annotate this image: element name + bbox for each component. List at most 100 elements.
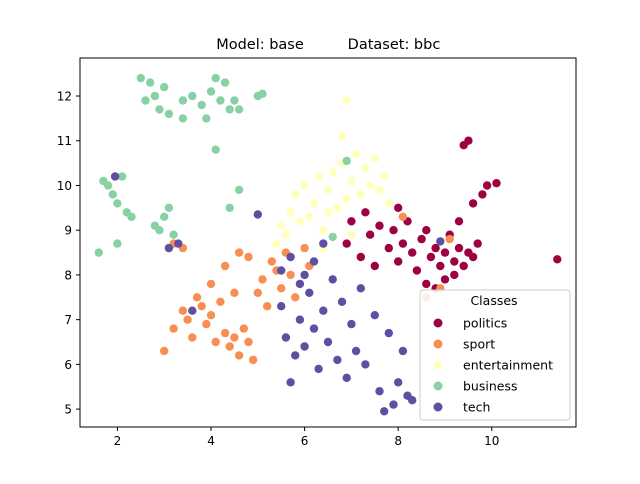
point-business-33 xyxy=(169,230,178,239)
point-sport-34 xyxy=(230,288,239,297)
point-business-13 xyxy=(216,96,225,105)
point-entertainment-25 xyxy=(337,132,347,141)
point-sport-16 xyxy=(248,355,258,365)
point-politics-11 xyxy=(422,226,431,235)
point-tech-32 xyxy=(319,239,328,248)
point-tech-24 xyxy=(398,346,408,356)
point-tech-27 xyxy=(380,407,389,416)
point-sport-10 xyxy=(220,328,230,338)
point-business-24 xyxy=(108,190,118,199)
x-tick-label-2: 2 xyxy=(114,434,122,448)
point-politics-6 xyxy=(398,239,408,248)
point-entertainment-12 xyxy=(342,194,351,204)
point-business-21 xyxy=(211,145,220,154)
legend-marker-tech xyxy=(433,402,443,412)
y-tick-label-9: 9 xyxy=(64,224,72,238)
point-politics-5 xyxy=(394,257,403,266)
point-business-2 xyxy=(150,91,160,101)
point-tech-23 xyxy=(394,378,403,387)
point-entertainment-2 xyxy=(291,190,300,199)
point-sport-15 xyxy=(244,337,253,347)
legend-title: Classes xyxy=(470,293,517,308)
point-politics-3 xyxy=(384,243,393,253)
point-sport-9 xyxy=(216,297,225,306)
point-entertainment-0 xyxy=(277,221,286,230)
point-politics-26 xyxy=(492,179,501,188)
point-entertainment-4 xyxy=(305,212,314,221)
legend-label-entertainment: entertainment xyxy=(463,358,553,373)
point-politics-33 xyxy=(422,279,431,289)
y-tick-label-8: 8 xyxy=(64,268,72,282)
point-entertainment-9 xyxy=(328,167,337,177)
ticks-layer: 2 4 6 8 10 5 6 7 8 9 10 11 12 xyxy=(57,90,500,448)
point-entertainment-8 xyxy=(323,185,333,195)
point-business-37 xyxy=(225,203,234,212)
point-politics-2 xyxy=(375,221,384,230)
legend-label-tech: tech xyxy=(463,400,490,415)
x-tick-label-10: 10 xyxy=(484,434,499,448)
point-business-17 xyxy=(234,105,244,114)
point-tech-18 xyxy=(361,360,370,369)
point-tech-22 xyxy=(389,400,398,409)
y-tick-label-12: 12 xyxy=(57,90,72,104)
point-tech-5 xyxy=(300,342,309,351)
point-sport-14 xyxy=(239,324,248,333)
points-layer xyxy=(94,73,562,416)
point-tech-14 xyxy=(342,373,351,382)
legend-label-business: business xyxy=(463,379,517,394)
point-sport-4 xyxy=(188,333,197,342)
point-sport-12 xyxy=(230,333,239,342)
point-tech-16 xyxy=(351,346,361,356)
point-politics-0 xyxy=(356,252,365,262)
point-business-0 xyxy=(136,73,145,83)
chart-title-left: Model: base xyxy=(216,37,304,53)
legend-items: politics sport entertainment business tech xyxy=(433,316,553,415)
point-tech-3 xyxy=(291,351,300,360)
point-politics-21 xyxy=(468,252,478,262)
legend-label-politics: politics xyxy=(463,316,507,331)
point-business-39 xyxy=(342,156,351,166)
point-sport-26 xyxy=(300,243,309,253)
point-sport-5 xyxy=(197,302,206,311)
point-business-38 xyxy=(328,232,337,242)
point-politics-23 xyxy=(468,199,478,208)
point-tech-28 xyxy=(277,266,286,275)
point-business-28 xyxy=(127,212,136,221)
y-tick-label-7: 7 xyxy=(64,313,72,327)
point-sport-38 xyxy=(445,234,454,244)
point-business-1 xyxy=(146,78,155,87)
point-tech-9 xyxy=(319,306,328,315)
point-sport-2 xyxy=(178,306,188,315)
point-business-8 xyxy=(188,91,197,101)
point-business-12 xyxy=(211,73,220,83)
point-entertainment-22 xyxy=(272,239,281,248)
point-tech-20 xyxy=(375,387,384,396)
point-politics-28 xyxy=(464,136,473,145)
point-business-15 xyxy=(225,105,234,114)
point-politics-18 xyxy=(454,243,464,253)
point-politics-30 xyxy=(347,217,356,226)
point-entertainment-23 xyxy=(281,230,291,239)
point-sport-29 xyxy=(234,248,244,257)
legend-box xyxy=(419,289,571,421)
point-politics-35 xyxy=(440,275,450,284)
point-sport-20 xyxy=(267,257,276,266)
point-business-6 xyxy=(141,96,150,105)
point-business-20 xyxy=(178,114,188,123)
point-entertainment-15 xyxy=(356,190,365,199)
chart-title-right: Dataset: bbc xyxy=(348,37,441,53)
point-entertainment-14 xyxy=(351,150,361,159)
point-entertainment-26 xyxy=(347,230,356,239)
point-business-10 xyxy=(202,114,211,123)
point-business-5 xyxy=(164,109,174,119)
point-business-3 xyxy=(155,105,164,114)
point-entertainment-28 xyxy=(323,208,333,217)
point-sport-3 xyxy=(183,315,192,324)
point-tech-11 xyxy=(328,275,337,284)
point-entertainment-21 xyxy=(342,96,351,105)
point-sport-35 xyxy=(192,293,202,302)
point-tech-13 xyxy=(337,297,347,306)
point-tech-29 xyxy=(286,252,295,262)
point-tech-17 xyxy=(356,284,365,293)
